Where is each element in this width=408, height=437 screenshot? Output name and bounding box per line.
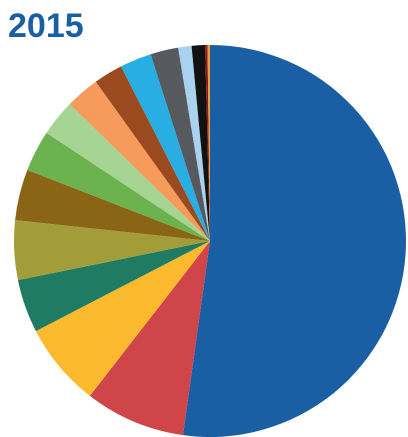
pie-slice (14, 220, 211, 281)
pie-slice (207, 45, 210, 241)
pie-slice (95, 66, 210, 241)
pie-slice (69, 81, 210, 241)
pie-slice (150, 47, 210, 241)
pie-slice (191, 45, 210, 242)
pie-slice (46, 104, 210, 241)
pie-slice (178, 45, 210, 241)
pie-slice (121, 54, 210, 241)
pie-slice (182, 45, 406, 437)
pie-slice (89, 241, 210, 436)
pie-slice (15, 169, 210, 241)
pie-slice (35, 241, 210, 396)
chart-title: 2015 (8, 7, 84, 45)
pie-slice (17, 241, 210, 332)
pie-slice (205, 45, 210, 242)
pie-slice (27, 132, 211, 241)
